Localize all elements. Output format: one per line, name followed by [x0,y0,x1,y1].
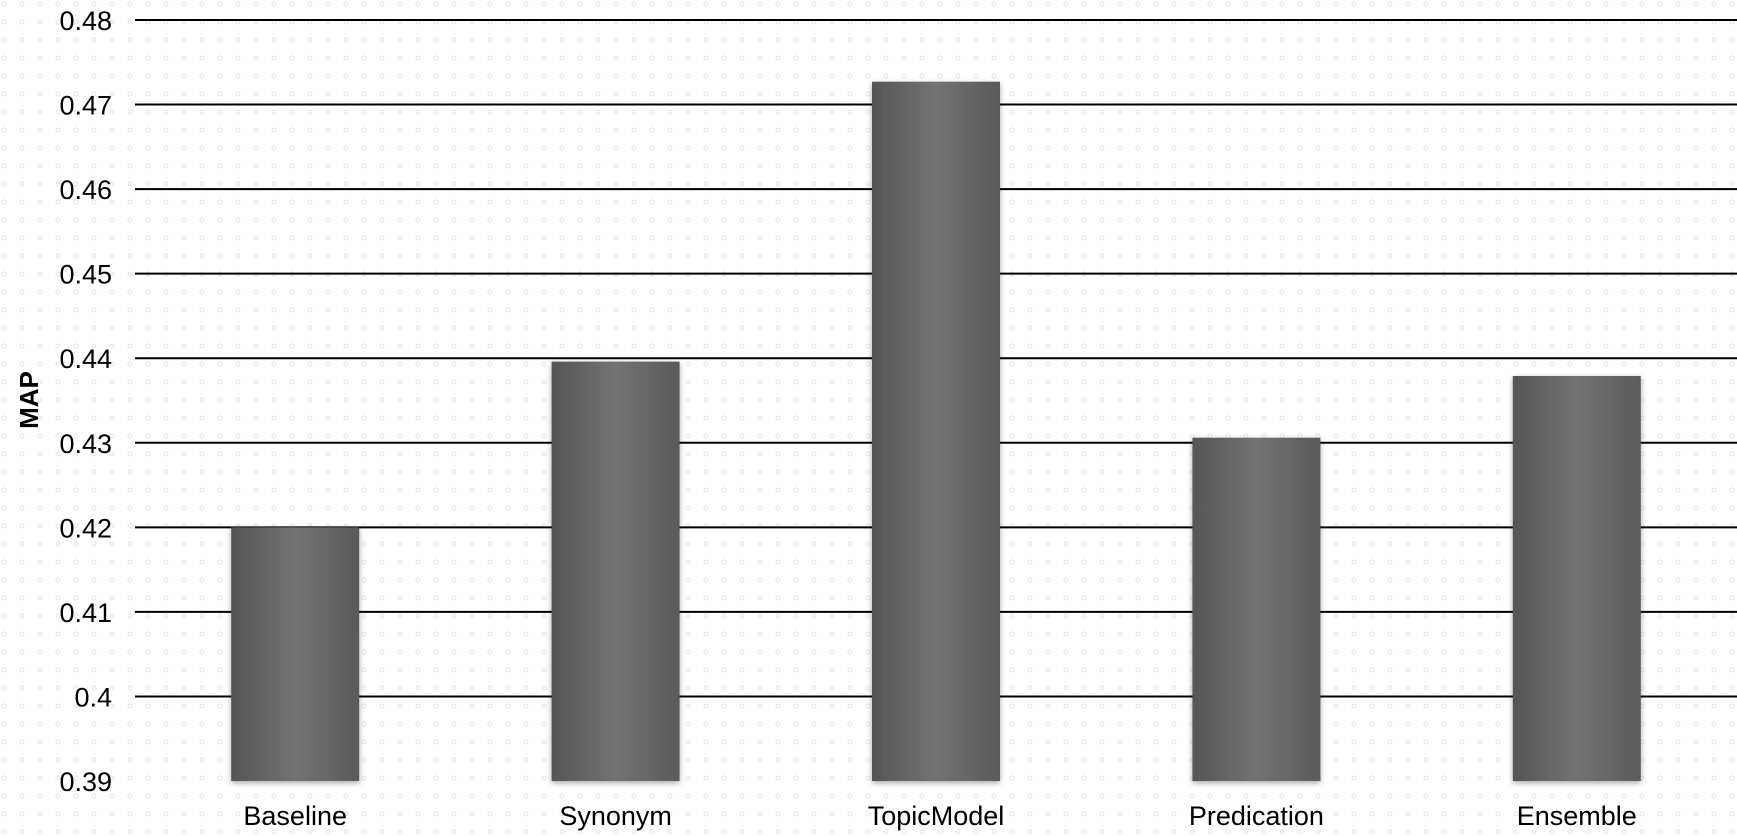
x-tick-label: Predication [1189,801,1324,831]
y-tick-label: 0.46 [59,175,112,205]
y-tick-label: 0.42 [59,513,112,543]
y-tick-labels: 0.39 0.4 0.41 0.42 0.43 0.44 0.45 0.46 0.47 0.48 [59,6,112,797]
bar-ensemble [1512,375,1641,781]
y-tick-label: 0.47 [59,91,112,121]
y-tick-label: 0.44 [59,344,112,374]
y-axis-label: MAP [14,371,44,429]
bar-topicmodel [872,81,1000,781]
x-tick-label: TopicModel [868,801,1005,831]
x-tick-labels: Baseline Synonym TopicModel Predication Ense… [243,801,1636,831]
y-tick-label: 0.45 [59,260,112,290]
y-tick-label: 0.41 [59,598,112,628]
y-tick-label: 0.39 [59,767,112,797]
x-tick-label: Synonym [559,801,672,831]
y-tick-label: 0.4 [74,682,112,712]
y-tick-label: 0.43 [59,429,112,459]
bar-baseline [231,527,360,781]
y-tick-label: 0.48 [59,6,112,36]
bar-predication [1192,437,1321,781]
bars [231,81,1641,781]
x-tick-label: Baseline [243,801,347,831]
bar-synonym [551,361,680,781]
x-tick-label: Ensemble [1517,801,1637,831]
